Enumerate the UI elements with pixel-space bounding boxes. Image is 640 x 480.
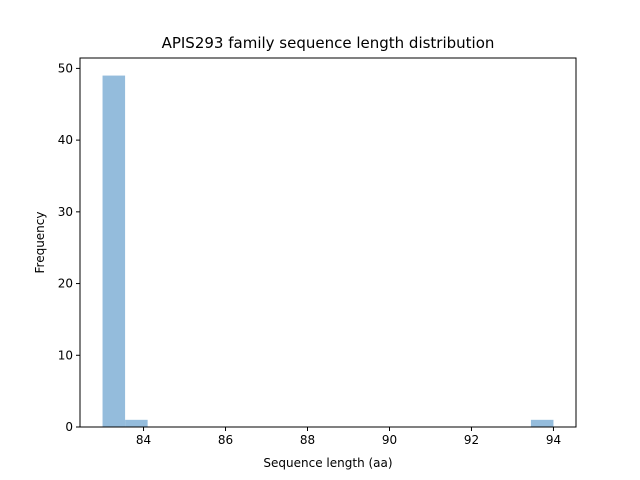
y-tick-label: 30 xyxy=(58,205,73,219)
x-tick-label: 90 xyxy=(382,433,397,447)
histogram-bar-0 xyxy=(102,75,126,428)
x-tick-label: 86 xyxy=(218,433,233,447)
y-tick-label: 50 xyxy=(58,61,73,75)
y-tick-label: 20 xyxy=(58,277,73,291)
x-tick-label: 84 xyxy=(136,433,151,447)
y-axis-ticks: 0 10 20 30 40 50 xyxy=(58,61,80,434)
chart-title: APIS293 family sequence length distribut… xyxy=(162,34,495,52)
histogram-bar-1 xyxy=(125,419,148,427)
x-axis-ticks: 84 86 88 90 92 94 xyxy=(136,427,561,447)
plot-frame xyxy=(79,57,577,428)
x-tick-label: 92 xyxy=(464,433,479,447)
y-tick-label: 0 xyxy=(65,420,73,434)
histogram-bar-2 xyxy=(530,419,554,427)
y-tick-label: 10 xyxy=(58,348,73,362)
x-tick-label: 94 xyxy=(546,433,561,447)
y-axis-label: Frequency xyxy=(33,212,47,274)
bars-group xyxy=(102,75,554,428)
x-axis-label: Sequence length (aa) xyxy=(263,456,392,470)
y-tick-label: 40 xyxy=(58,133,73,147)
x-tick-label: 88 xyxy=(300,433,315,447)
